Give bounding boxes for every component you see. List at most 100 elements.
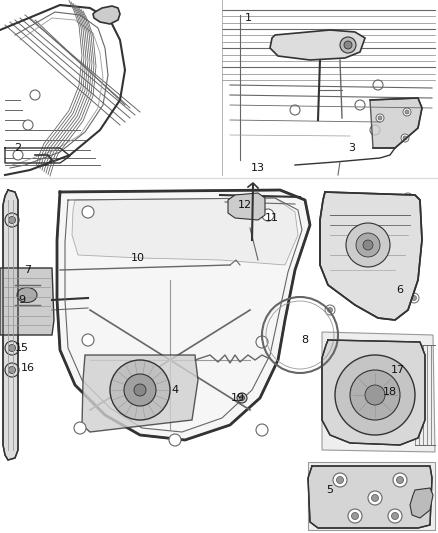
Text: 16: 16 [21,363,35,373]
Circle shape [5,363,19,377]
Text: 6: 6 [396,285,403,295]
Circle shape [371,495,378,502]
Circle shape [32,93,38,98]
Circle shape [376,114,384,122]
Polygon shape [320,192,422,320]
Polygon shape [0,268,54,335]
Circle shape [335,355,415,435]
Circle shape [411,295,417,301]
Text: 7: 7 [25,265,32,275]
Circle shape [378,116,382,120]
Circle shape [134,384,146,396]
Polygon shape [270,30,365,60]
Circle shape [340,37,356,53]
Circle shape [30,90,40,100]
Text: 15: 15 [15,343,29,353]
Circle shape [344,41,352,49]
Circle shape [25,123,31,127]
Circle shape [352,513,358,520]
Circle shape [332,438,338,442]
Circle shape [332,348,338,352]
Polygon shape [410,488,433,518]
Circle shape [401,134,409,142]
Text: 5: 5 [326,485,333,495]
Circle shape [259,339,265,345]
Text: 2: 2 [14,143,21,153]
Circle shape [8,344,15,351]
Circle shape [85,337,91,343]
Circle shape [8,216,15,223]
Circle shape [333,473,347,487]
Circle shape [262,209,274,221]
Circle shape [365,385,385,405]
Circle shape [330,195,340,205]
Polygon shape [3,190,18,460]
Circle shape [5,341,19,355]
Text: 12: 12 [238,200,252,210]
Circle shape [85,209,91,215]
Text: 8: 8 [301,335,308,345]
Polygon shape [308,462,435,530]
Circle shape [400,345,410,355]
Ellipse shape [17,287,37,303]
Circle shape [172,437,178,443]
Text: 19: 19 [231,393,245,403]
Circle shape [256,424,268,436]
Circle shape [240,395,244,400]
Circle shape [392,513,399,520]
Circle shape [82,206,94,218]
Circle shape [388,509,402,523]
Circle shape [356,233,380,257]
Circle shape [403,108,411,116]
Circle shape [393,473,407,487]
Circle shape [13,150,23,160]
Polygon shape [308,466,432,528]
Circle shape [330,345,340,355]
Circle shape [336,477,343,483]
Polygon shape [228,193,265,220]
Circle shape [396,477,403,483]
Circle shape [74,422,86,434]
Text: 18: 18 [383,387,397,397]
Polygon shape [322,332,435,452]
Polygon shape [322,340,425,445]
Circle shape [124,374,156,406]
Circle shape [328,308,332,312]
Circle shape [405,110,409,114]
Circle shape [265,212,271,218]
Circle shape [350,370,400,420]
Circle shape [346,223,390,267]
Polygon shape [370,98,422,148]
Circle shape [237,393,247,403]
Circle shape [403,193,413,203]
Circle shape [403,435,413,445]
Text: 17: 17 [391,365,405,375]
Circle shape [406,438,410,442]
Circle shape [82,334,94,346]
Circle shape [363,240,373,250]
Text: 3: 3 [349,143,356,153]
Polygon shape [93,6,120,24]
Text: 13: 13 [251,163,265,173]
Text: 1: 1 [244,13,251,23]
Circle shape [110,360,170,420]
Text: 11: 11 [265,213,279,223]
Circle shape [403,136,407,140]
Circle shape [332,198,338,203]
Circle shape [330,435,340,445]
Polygon shape [82,355,198,432]
Polygon shape [57,190,310,440]
Circle shape [169,434,181,446]
Circle shape [23,120,33,130]
Circle shape [403,348,407,352]
Circle shape [77,425,83,431]
Circle shape [409,293,419,303]
Circle shape [348,509,362,523]
Circle shape [15,152,21,157]
Polygon shape [72,198,298,265]
Circle shape [5,213,19,227]
Circle shape [256,336,268,348]
Circle shape [8,367,15,374]
Circle shape [259,427,265,433]
Text: 9: 9 [18,295,25,305]
